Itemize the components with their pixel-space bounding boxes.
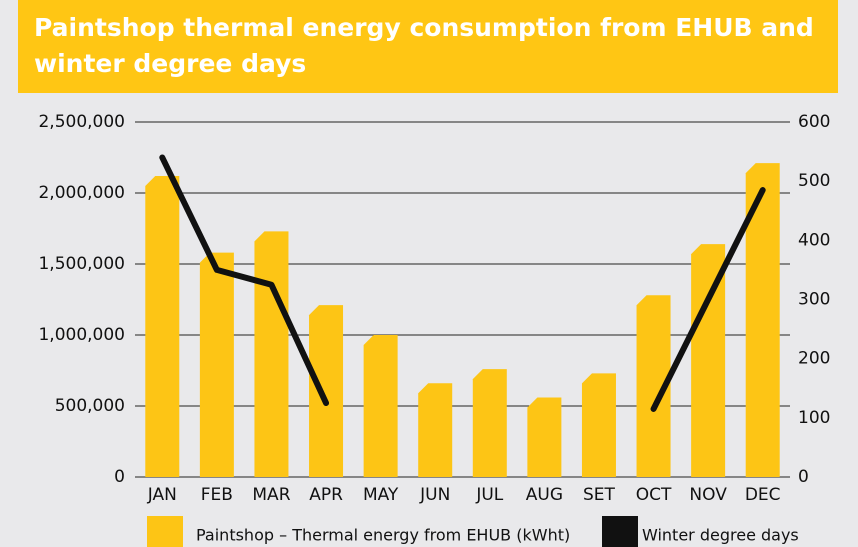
y-tick-label: 0 bbox=[114, 467, 125, 487]
bar bbox=[309, 305, 344, 477]
y-tick-label: 1,000,000 bbox=[38, 325, 125, 345]
bar bbox=[145, 175, 180, 477]
bar bbox=[581, 373, 616, 477]
y-tick-label: 2,000,000 bbox=[38, 183, 125, 203]
title-line: Paintshop thermal energy consumption fro… bbox=[34, 13, 814, 42]
bar bbox=[745, 163, 780, 477]
x-tick-label: DEC bbox=[745, 485, 781, 505]
bar bbox=[472, 369, 507, 477]
y2-tick-label: 100 bbox=[798, 408, 830, 428]
x-tick-label: MAY bbox=[363, 485, 399, 505]
legend-label: Paintshop – Thermal energy from EHUB (kW… bbox=[196, 526, 570, 545]
legend-swatch bbox=[147, 516, 183, 547]
y-tick-label: 500,000 bbox=[55, 396, 125, 416]
y2-tick-label: 500 bbox=[798, 171, 830, 191]
x-tick-label: OCT bbox=[636, 485, 672, 505]
y2-tick-label: 0 bbox=[798, 467, 809, 487]
bar bbox=[636, 295, 671, 477]
x-tick-label: JAN bbox=[147, 485, 177, 505]
y2-tick-label: 300 bbox=[798, 290, 830, 310]
line bbox=[159, 154, 766, 412]
bar bbox=[527, 397, 562, 477]
x-tick-label: FEB bbox=[201, 485, 233, 505]
x-tick-label: NOV bbox=[689, 485, 727, 505]
bar bbox=[199, 252, 234, 477]
title-band bbox=[18, 0, 838, 93]
title-line: winter degree days bbox=[34, 49, 306, 78]
y2-tick-label: 600 bbox=[798, 112, 830, 132]
chart-title: Paintshop thermal energy consumption fro… bbox=[34, 13, 814, 78]
bar bbox=[418, 383, 453, 477]
y-tick-label: 2,500,000 bbox=[38, 112, 125, 132]
x-tick-label: APR bbox=[309, 485, 343, 505]
x-tick-label: JUL bbox=[475, 485, 503, 505]
bar bbox=[691, 244, 726, 477]
legend-swatch bbox=[602, 516, 638, 547]
bar bbox=[254, 231, 289, 477]
x-tick-label: SET bbox=[583, 485, 616, 505]
y-tick-label: 1,500,000 bbox=[38, 254, 125, 274]
x-tick-label: AUG bbox=[526, 485, 563, 505]
legend-label: Winter degree days bbox=[642, 526, 799, 545]
y2-tick-label: 400 bbox=[798, 230, 830, 250]
x-tick-label: JUN bbox=[419, 485, 450, 505]
bar bbox=[363, 335, 398, 477]
x-tick-label: MAR bbox=[252, 485, 290, 505]
y2-tick-label: 200 bbox=[798, 349, 830, 369]
